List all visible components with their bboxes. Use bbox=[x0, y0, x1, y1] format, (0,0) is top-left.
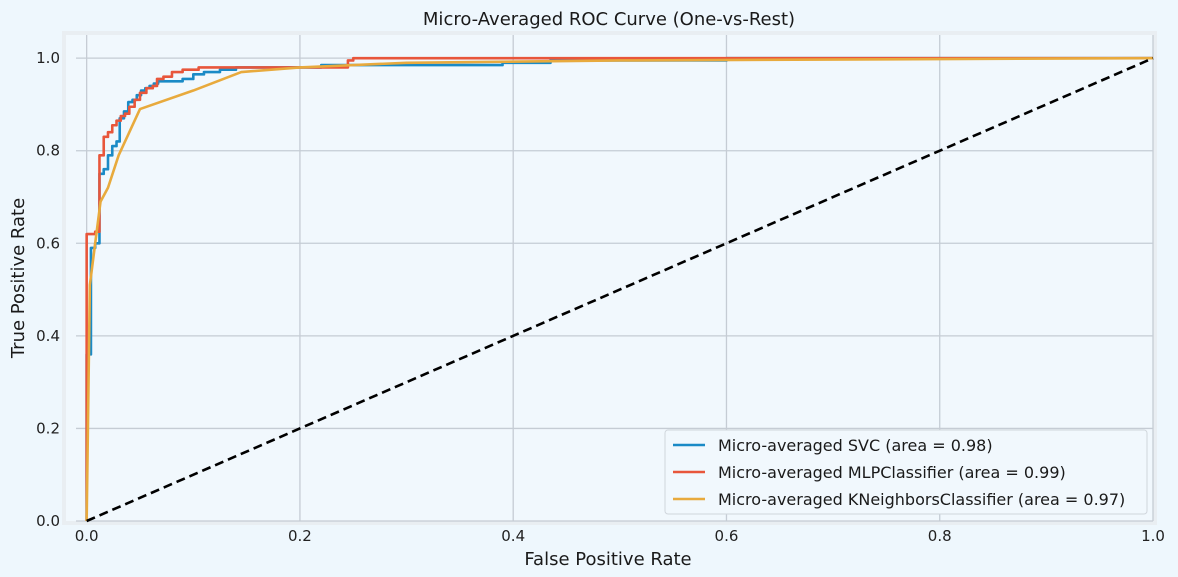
chance-diagonal-line bbox=[86, 56, 1154, 523]
legend-label: Micro-averaged MLPClassifier (area = 0.9… bbox=[718, 463, 1066, 482]
y-tick-label: 0.6 bbox=[36, 234, 60, 252]
x-tick-label: 0.6 bbox=[715, 527, 739, 545]
x-tick-label: 1.0 bbox=[1141, 527, 1165, 545]
y-tick-label: 0.4 bbox=[36, 327, 60, 345]
x-tick-label: 0.8 bbox=[928, 527, 952, 545]
series-line-2 bbox=[85, 56, 1154, 522]
legend-entries: Micro-averaged SVC (area = 0.98) Micro-av… bbox=[673, 436, 1125, 509]
legend-label: Micro-averaged SVC (area = 0.98) bbox=[718, 436, 993, 455]
x-axis-label: False Positive Rate bbox=[524, 549, 691, 570]
x-tick-label: 0.4 bbox=[501, 527, 525, 545]
x-tick-label: 0.2 bbox=[288, 527, 312, 545]
series-layer bbox=[85, 56, 1154, 523]
series-line-1 bbox=[85, 56, 1153, 521]
y-tick-label: 0.8 bbox=[36, 142, 60, 160]
tick-labels: 0.0 0.2 0.4 0.6 0.8 1.0 0.0 0.2 0.4 0.6 0.8 1.0 bbox=[36, 49, 1165, 545]
legend-box bbox=[664, 429, 1148, 515]
chart-title: Micro-Averaged ROC Curve (One-vs-Rest) bbox=[423, 9, 795, 30]
y-tick-label: 0.2 bbox=[36, 419, 60, 437]
legend: Micro-averaged SVC (area = 0.98) Micro-av… bbox=[664, 429, 1148, 515]
legend-label: Micro-averaged KNeighborsClassifier (are… bbox=[718, 490, 1125, 509]
y-tick-label: 1.0 bbox=[36, 49, 60, 67]
y-axis-label: True Positive Rate bbox=[8, 198, 29, 359]
x-tick-label: 0.0 bbox=[75, 527, 99, 545]
y-tick-label: 0.0 bbox=[36, 512, 60, 530]
